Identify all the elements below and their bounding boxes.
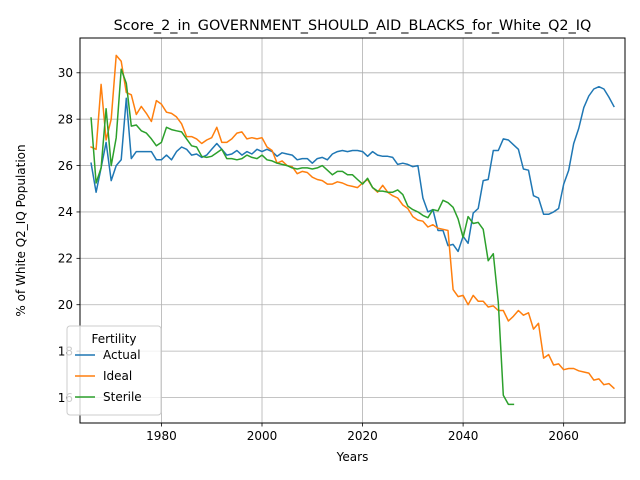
legend-box	[66, 325, 162, 416]
x-axis-ticks: 1980 2000 2020 2040 2060	[146, 423, 579, 443]
y-tick-label: 24	[58, 205, 73, 219]
legend-label-ideal: Ideal	[103, 369, 132, 383]
legend-title: Fertility	[91, 332, 136, 346]
y-tick-label: 30	[58, 66, 73, 80]
x-tick-label: 2040	[448, 429, 479, 443]
x-tick-label: 2000	[247, 429, 278, 443]
plot-lines	[90, 54, 615, 406]
plot-frame	[79, 37, 626, 424]
y-tick-label: 22	[58, 252, 73, 266]
y-tick-label: 26	[58, 159, 73, 173]
series-line-ideal	[90, 54, 615, 390]
x-axis-label: Years	[336, 450, 369, 464]
legend: Fertility Actual Ideal Sterile	[66, 325, 162, 416]
grid-lines	[80, 38, 625, 423]
x-tick-label: 2020	[347, 429, 378, 443]
y-tick-label: 20	[58, 298, 73, 312]
series-line-sterile	[90, 68, 515, 406]
x-tick-label: 1980	[146, 429, 177, 443]
legend-label-sterile: Sterile	[103, 390, 142, 404]
legend-entries: Actual Ideal Sterile	[75, 348, 142, 404]
series-line-actual	[90, 85, 615, 253]
y-tick-label: 28	[58, 112, 73, 126]
y-axis-label: % of White Q2_IQ Population	[14, 144, 28, 316]
chart-title: Score_2_in_GOVERNMENT_SHOULD_AID_BLACKS_…	[114, 18, 592, 34]
x-tick-label: 2060	[548, 429, 579, 443]
legend-label-actual: Actual	[103, 348, 141, 362]
